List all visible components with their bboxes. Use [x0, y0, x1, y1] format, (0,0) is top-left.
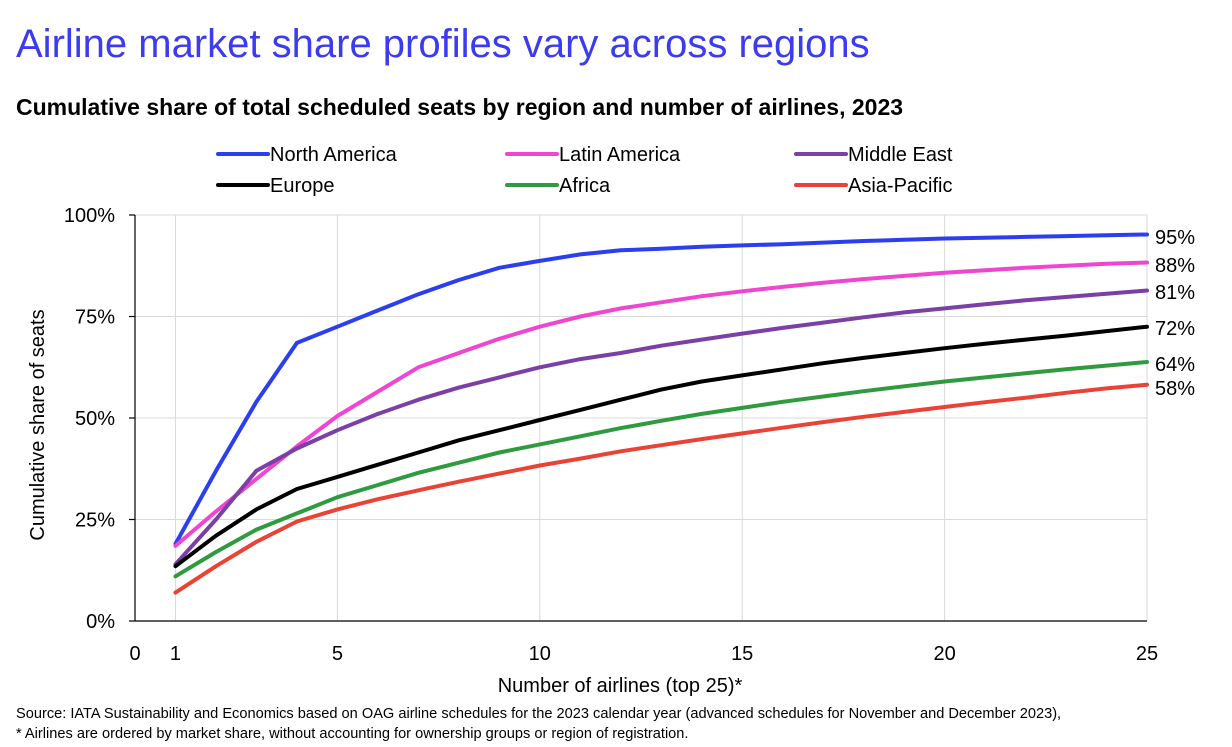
legend-label: Europe — [270, 175, 335, 197]
end-label: 72% — [1155, 318, 1195, 340]
end-labels: 95% 88% 81% 72% 64%58% — [1155, 227, 1195, 400]
x-axis-label: Number of airlines (top 25)* — [498, 675, 743, 697]
legend-label: Africa — [559, 175, 611, 197]
end-label: 58% — [1155, 378, 1195, 400]
x-tick-label: 0 — [129, 643, 140, 665]
x-tick-label: 10 — [529, 643, 551, 665]
x-tick-label: 15 — [731, 643, 753, 665]
y-tick-label: 100% — [64, 205, 115, 227]
y-tick-label: 0% — [86, 611, 115, 633]
series-line-europe — [173, 324, 1149, 569]
end-label: 88% — [1155, 255, 1195, 277]
x-tick-label: 25 — [1136, 643, 1158, 665]
x-tick-label: 5 — [332, 643, 343, 665]
legend-label: Middle East — [848, 144, 953, 166]
y-tick-label: 75% — [75, 307, 115, 329]
source-line-2: * Airlines are ordered by market share, … — [16, 726, 689, 742]
axes — [129, 214, 1147, 622]
gridlines — [135, 214, 1148, 621]
series-lines — [173, 232, 1149, 595]
chart-title: Airline market share profiles vary acros… — [16, 22, 870, 66]
series-line-asia-pacific — [173, 382, 1149, 595]
y-tick-label: 50% — [75, 408, 115, 430]
series-line-north-america — [173, 232, 1149, 546]
chart-subtitle: Cumulative share of total scheduled seat… — [16, 94, 904, 120]
end-label: 64% — [1155, 354, 1195, 376]
tick-labels: 0%25%50%75%100%0 1 5 10 15 20 25 — [64, 205, 1158, 665]
x-tick-label: 20 — [933, 643, 955, 665]
legend-label: North America — [270, 144, 398, 166]
x-tick-label: 1 — [170, 643, 181, 665]
legend-label: Latin America — [559, 144, 681, 166]
end-label: 81% — [1155, 282, 1195, 304]
y-tick-label: 25% — [75, 510, 115, 532]
source-note: Source: IATA Sustainability and Economic… — [16, 704, 1061, 744]
series-line-middle-east — [173, 288, 1149, 567]
series-line-latin-america — [173, 260, 1149, 548]
legend-label: Asia-Pacific — [848, 175, 952, 197]
end-label: 95% — [1155, 227, 1195, 249]
y-axis-label: Cumulative share of seats — [27, 309, 49, 540]
legend: North America Latin America Middle East Eur… — [216, 144, 953, 197]
series-line-africa — [173, 360, 1149, 579]
source-line-1: Source: IATA Sustainability and Economic… — [16, 706, 1062, 722]
